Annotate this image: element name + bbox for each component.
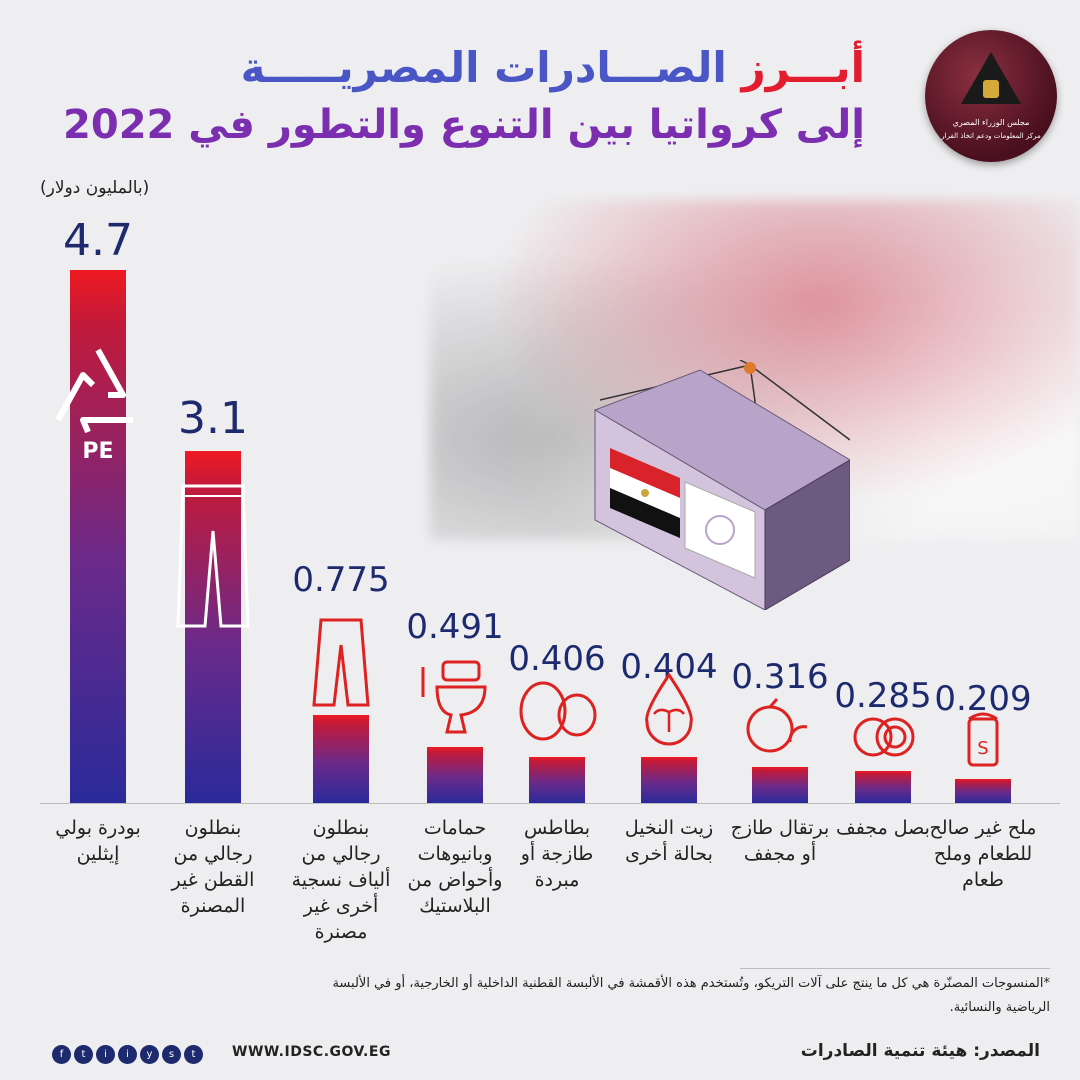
social-t-icon[interactable]: t	[74, 1045, 93, 1064]
crane-hook-icon	[744, 362, 756, 374]
logo-line1: مجلس الوزراء المصري	[952, 118, 1030, 127]
chart-baseline	[40, 803, 1060, 804]
value-label: 0.285	[834, 675, 932, 716]
category-label: حمامات وبانيوهات وأحواض من البلاستيك	[407, 817, 503, 917]
shipping-container-illustration	[593, 360, 850, 610]
bar	[855, 770, 911, 803]
value-label: 0.209	[934, 679, 1032, 720]
category-label: برتقال طازج أو مجفف	[730, 817, 830, 865]
category-label: بطاطس طازجة أو مبردة	[520, 817, 594, 891]
orange-icon	[745, 697, 815, 761]
social-tg-icon[interactable]: t	[184, 1045, 203, 1064]
bar	[529, 756, 585, 803]
social-f-icon[interactable]: f	[52, 1045, 71, 1064]
bar	[427, 747, 483, 803]
value-label: 0.775	[292, 560, 390, 601]
social-yt-icon[interactable]: y	[140, 1045, 159, 1064]
bar	[955, 779, 1011, 803]
value-label: 0.491	[406, 607, 504, 648]
bar	[752, 767, 808, 803]
social-ig-icon[interactable]: i	[96, 1045, 115, 1064]
salt-shaker-icon: S	[961, 709, 1006, 773]
category-label: بنطلون رجالي من ألياف نسجية أخرى غير مصن…	[291, 817, 391, 943]
footnote-divider	[740, 968, 1050, 969]
globe-panel	[684, 481, 756, 579]
category-label: بنطلون رجالي من القطن غير المصنرة	[171, 817, 255, 917]
website-link[interactable]: WWW.IDSC.GOV.EG	[232, 1044, 391, 1060]
page-title: أبـــرز الصـــادرات المصريـــــة إلى كرو…	[63, 40, 865, 154]
value-label: 0.404	[620, 647, 718, 688]
value-label: 3.1	[178, 393, 248, 445]
social-sc-icon[interactable]: s	[162, 1045, 181, 1064]
title-line1: الصـــادرات المصريـــــة	[240, 43, 742, 92]
value-label: 4.7	[63, 215, 133, 266]
recycle-pe-label: PE	[82, 439, 113, 464]
value-label: 0.316	[731, 657, 829, 698]
potato-icon	[515, 677, 600, 746]
category-label: زيت النخيل بحالة أخرى	[624, 817, 714, 865]
bar	[641, 757, 697, 803]
title-line2: إلى كرواتيا بين التنوع والتطور في 2022	[63, 102, 865, 148]
bar	[70, 270, 126, 803]
egypt-flag-icon	[610, 448, 680, 538]
category-label: بصل مجفف	[836, 817, 930, 839]
globe-icon	[705, 515, 735, 545]
logo-line2: مركز المعلومات ودعم اتخاذ القرار	[941, 132, 1041, 140]
bar	[313, 715, 369, 803]
title-accent: أبـــرز	[741, 43, 865, 92]
trousers-icon	[306, 615, 376, 714]
idsc-logo: مجلس الوزراء المصري مركز المعلومات ودعم …	[925, 30, 1057, 162]
category-label: بودرة بولي إيثلين	[55, 817, 141, 865]
svg-text:S: S	[977, 738, 988, 759]
unit-label: (بالمليون دولار)	[40, 178, 150, 198]
palm-oil-drop-icon	[639, 672, 699, 751]
footnote: *المنسوجات المصنّرة هي كل ما ينتج على آل…	[332, 976, 1050, 1015]
social-in-icon[interactable]: i	[118, 1045, 137, 1064]
eagle-icon	[983, 80, 999, 98]
source-label: المصدر: هيئة تنمية الصادرات	[800, 1041, 1040, 1061]
onion-icon	[851, 709, 916, 763]
toilet-icon	[415, 657, 495, 741]
value-label: 0.406	[508, 638, 606, 679]
jeans-icon	[173, 481, 253, 635]
recycle-pe-icon: PE	[38, 340, 158, 474]
category-label: ملح غير صالح للطعام وملح طعام	[929, 817, 1037, 891]
